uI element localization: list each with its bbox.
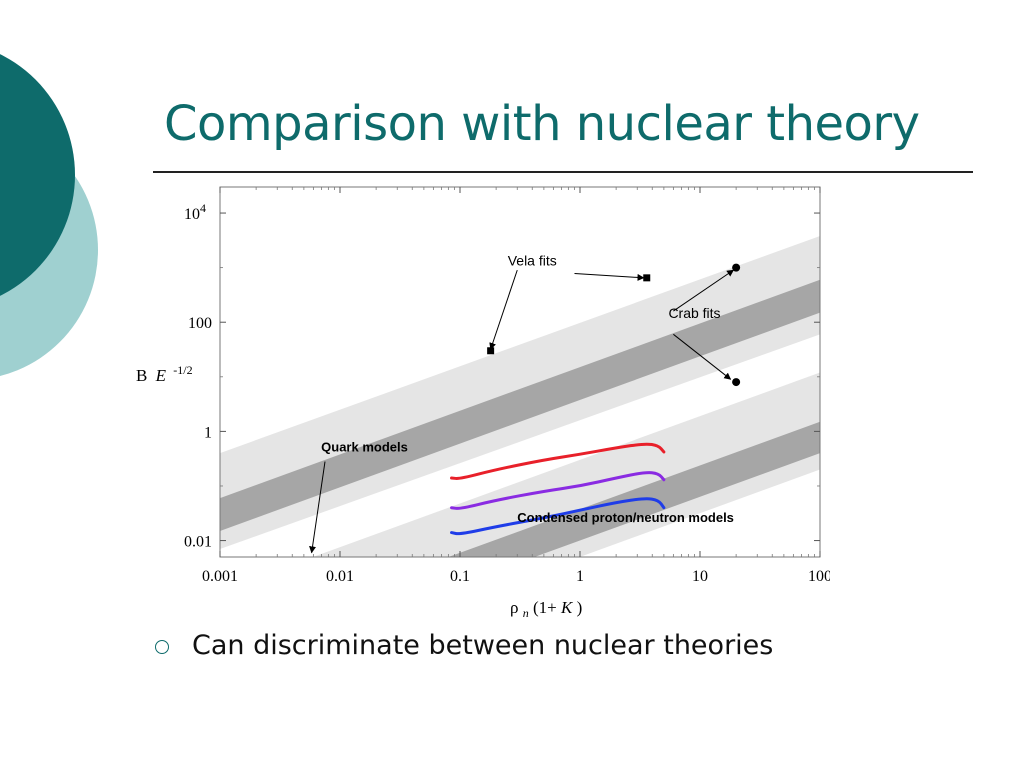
x-tick-label: 0.1 bbox=[450, 568, 470, 585]
x-label-rest: (1+ bbox=[533, 598, 557, 617]
annotation-arrow bbox=[673, 333, 732, 380]
x-label-close: ) bbox=[577, 598, 583, 617]
band-lower-inner bbox=[448, 421, 820, 557]
series-line-3 bbox=[450, 497, 666, 536]
x-tick-label: 0.01 bbox=[326, 568, 354, 585]
annotation-label: Vela fits bbox=[508, 252, 557, 268]
annotation-arrow bbox=[673, 269, 735, 312]
annotation-arrow bbox=[489, 269, 518, 350]
vela-fit-marker bbox=[487, 347, 495, 355]
band-upper-inner bbox=[220, 279, 820, 531]
y-label-e: E bbox=[155, 366, 167, 385]
x-tick-label: 1 bbox=[576, 568, 584, 585]
series-group bbox=[450, 442, 666, 536]
annotation-arrow bbox=[309, 461, 326, 554]
y-label-exp: -1/2 bbox=[173, 363, 192, 377]
dark-teal-circle bbox=[0, 54, 75, 296]
decorative-circles bbox=[0, 54, 98, 376]
x-axis-label: ρ n (1+ K ) bbox=[510, 598, 582, 620]
y-tick-label: 104 bbox=[184, 201, 206, 223]
y-tick-label: 100 bbox=[188, 315, 212, 332]
y-tick-exponent: 4 bbox=[200, 201, 206, 215]
y-label-b: B bbox=[136, 366, 147, 385]
bullet-icon bbox=[155, 640, 169, 654]
x-tick-label: 100 bbox=[808, 568, 830, 585]
vela-fit-marker bbox=[643, 274, 651, 282]
series-line-2 bbox=[450, 471, 666, 510]
y-tick-label: 0.01 bbox=[184, 534, 212, 551]
x-label-sub: n bbox=[523, 606, 529, 620]
band-lower-outer bbox=[312, 372, 820, 557]
points-group bbox=[487, 263, 741, 387]
chart: 0.001 0.01 0.1 1 10 100 0.01 1 100 104 Vela fits C… bbox=[136, 186, 830, 620]
x-tick-label: 10 bbox=[692, 568, 708, 585]
y-tick-label: 1 bbox=[204, 424, 212, 441]
ticks-group: 0.001 0.01 0.1 1 10 100 0.01 1 100 104 bbox=[184, 187, 830, 585]
y-axis-label: B E -1/2 bbox=[136, 363, 193, 385]
title-divider bbox=[153, 171, 973, 173]
crab-fit-marker bbox=[732, 378, 741, 387]
annotation-label: Crab fits bbox=[668, 305, 720, 321]
annotation-arrow bbox=[574, 273, 645, 281]
crab-fit-marker bbox=[732, 263, 741, 272]
bands-group bbox=[220, 235, 820, 557]
series-line-1 bbox=[450, 442, 666, 480]
annotation-label: Quark models bbox=[321, 439, 408, 454]
x-label-rho: ρ bbox=[510, 598, 518, 617]
annotations-group: Vela fits Crab fits Quark models Condensed … bbox=[321, 252, 734, 525]
annotation-label: Condensed proton/neutron models bbox=[517, 510, 734, 525]
plot-frame bbox=[219, 186, 821, 558]
page-title: Comparison with nuclear theory bbox=[164, 96, 920, 152]
x-tick-label: 0.001 bbox=[202, 568, 238, 585]
bullet-text: Can discriminate between nuclear theorie… bbox=[192, 630, 774, 661]
arrows-group bbox=[309, 269, 735, 554]
x-label-k: K bbox=[560, 598, 574, 617]
